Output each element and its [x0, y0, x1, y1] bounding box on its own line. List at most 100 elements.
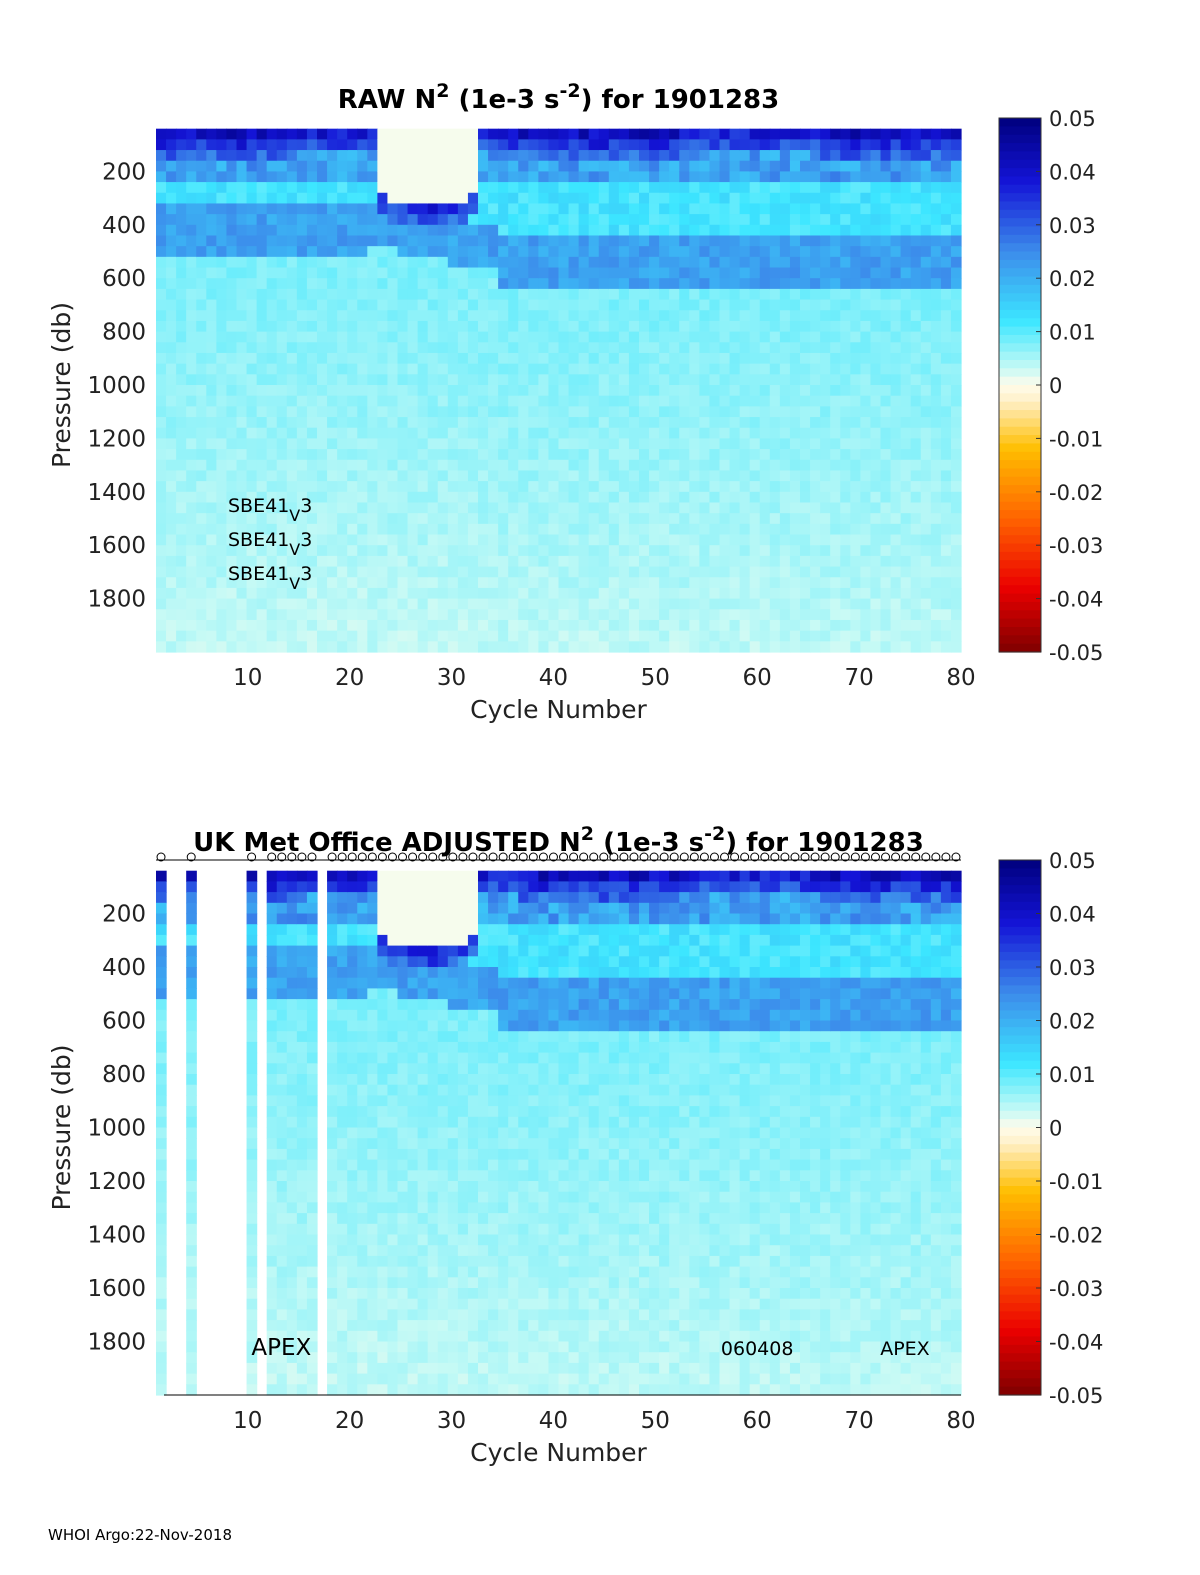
- heat-cell: [850, 641, 861, 653]
- heat-cell: [306, 449, 318, 461]
- heat-cell: [447, 299, 459, 311]
- heat-cell: [317, 481, 328, 493]
- heat-cell: [850, 630, 861, 642]
- heat-cell: [276, 1084, 288, 1096]
- heat-cell: [337, 1202, 348, 1214]
- heat-cell: [800, 363, 811, 375]
- heat-cell: [437, 203, 449, 215]
- heat-cell: [437, 374, 449, 386]
- heat-cell: [296, 481, 308, 493]
- heat-cell: [347, 1373, 358, 1385]
- heat-cell: [447, 342, 459, 354]
- heat-cell: [467, 363, 479, 375]
- heat-cell: [518, 299, 529, 311]
- heat-cell: [286, 224, 298, 237]
- heat-cell: [276, 999, 288, 1011]
- heat-cell: [186, 374, 197, 386]
- heat-cell: [347, 128, 358, 140]
- heat-cell: [518, 331, 529, 343]
- heat-cell: [900, 192, 912, 205]
- heat-cell: [286, 977, 298, 989]
- heat-cell: [840, 331, 851, 343]
- heat-cell: [457, 545, 469, 557]
- heat-cell: [327, 481, 338, 493]
- y-tick-label: 1200: [87, 426, 146, 452]
- heat-cell: [649, 214, 660, 226]
- heat-cell: [830, 481, 841, 493]
- heat-cell: [950, 534, 962, 546]
- heat-cell: [930, 139, 942, 151]
- heat-cell: [618, 587, 630, 600]
- heat-cell: [920, 278, 932, 290]
- heat-cell: [940, 641, 952, 653]
- heat-cell: [830, 256, 841, 269]
- heat-cell: [679, 203, 690, 215]
- heat-cell: [327, 934, 338, 947]
- heat-cell: [830, 342, 841, 354]
- heat-cell: [840, 214, 851, 226]
- heat-cell: [467, 587, 479, 600]
- heat-cell: [729, 256, 741, 269]
- heat-cell: [649, 406, 660, 418]
- heat-cell: [266, 1159, 278, 1171]
- heat-cell: [628, 502, 640, 514]
- heat-cell: [306, 545, 318, 557]
- heat-cell: [407, 374, 419, 386]
- heat-cell: [276, 342, 288, 354]
- heat-cell: [800, 203, 811, 215]
- heat-cell: [156, 1320, 167, 1332]
- heat-cell: [387, 913, 399, 925]
- heat-cell: [437, 1052, 449, 1064]
- heat-cell: [236, 470, 248, 482]
- heat-cell: [186, 342, 197, 354]
- heat-cell: [186, 513, 197, 525]
- heat-cell: [266, 128, 278, 140]
- heat-cell: [880, 481, 892, 493]
- heat-cell: [357, 1052, 368, 1064]
- heat-cell: [709, 363, 721, 375]
- heat-cell: [397, 331, 409, 343]
- heat-cell: [306, 385, 318, 397]
- heat-cell: [729, 555, 741, 568]
- heat-cell: [447, 395, 459, 407]
- heat-cell: [890, 577, 902, 589]
- heat-cell: [830, 214, 841, 226]
- heat-cell: [820, 352, 831, 365]
- heat-cell: [578, 139, 590, 151]
- heat-cell: [508, 288, 519, 301]
- heat-cell: [669, 609, 680, 621]
- heat-cell: [166, 246, 177, 258]
- heat-cell: [407, 128, 419, 140]
- heat-cell: [306, 566, 318, 578]
- heat-cell: [276, 598, 288, 610]
- heat-cell: [286, 160, 298, 172]
- heat-cell: [427, 139, 439, 151]
- heat-cell: [357, 203, 368, 215]
- heat-cell: [729, 352, 741, 365]
- heat-cell: [950, 385, 962, 397]
- heat-cell: [387, 977, 399, 989]
- heat-cell: [156, 139, 167, 151]
- heat-cell: [327, 299, 338, 311]
- heat-cell: [276, 352, 288, 365]
- heat-cell: [940, 534, 952, 546]
- heat-cell: [900, 139, 912, 151]
- colorbar-swatch: [999, 601, 1041, 611]
- heat-cell: [286, 956, 298, 968]
- heat-cell: [779, 555, 791, 568]
- heat-cell: [256, 470, 268, 482]
- heat-cell: [528, 513, 539, 525]
- heat-cell: [407, 1341, 419, 1353]
- heat-cell: [538, 320, 550, 333]
- heat-cell: [226, 577, 238, 589]
- heat-cell: [286, 1277, 298, 1289]
- heat-cell: [246, 1277, 258, 1289]
- heat-cell: [820, 299, 831, 311]
- heat-cell: [156, 999, 167, 1011]
- heat-cell: [568, 395, 580, 407]
- heat-cell: [296, 1352, 308, 1364]
- heat-cell: [206, 139, 217, 151]
- heat-cell: [618, 513, 630, 525]
- heat-cell: [377, 1063, 389, 1075]
- heat-cell: [166, 523, 177, 536]
